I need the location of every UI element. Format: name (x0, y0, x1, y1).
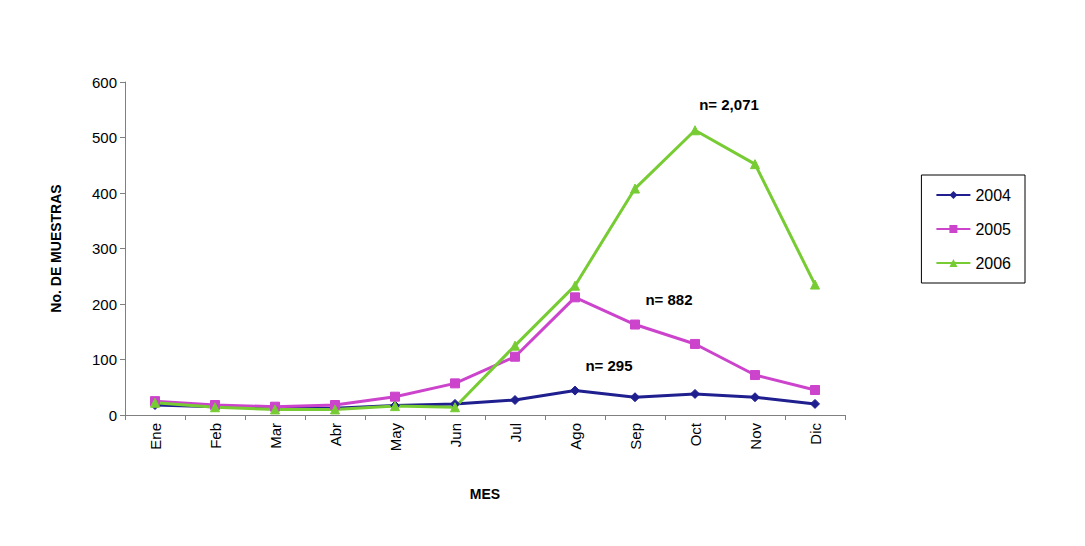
svg-text:200: 200 (92, 296, 117, 313)
svg-text:0: 0 (109, 407, 117, 424)
svg-text:Dic: Dic (807, 423, 824, 445)
svg-text:Feb: Feb (207, 423, 224, 449)
svg-text:600: 600 (92, 74, 117, 91)
svg-text:300: 300 (92, 240, 117, 257)
svg-text:2004: 2004 (975, 187, 1011, 204)
svg-text:n= 2,071: n= 2,071 (699, 96, 759, 113)
svg-text:Nov: Nov (747, 423, 764, 450)
svg-text:Oct: Oct (687, 422, 704, 446)
svg-text:No. DE MUESTRAS: No. DE MUESTRAS (48, 184, 64, 312)
svg-text:MES: MES (470, 486, 500, 502)
svg-text:Ago: Ago (567, 423, 584, 450)
svg-text:Ene: Ene (147, 423, 164, 450)
svg-text:2005: 2005 (975, 221, 1011, 238)
svg-text:n= 295: n= 295 (585, 357, 632, 374)
svg-text:n= 882: n= 882 (645, 291, 692, 308)
svg-text:Jun: Jun (447, 423, 464, 447)
svg-text:400: 400 (92, 185, 117, 202)
svg-text:Sep: Sep (627, 423, 644, 450)
svg-text:Mar: Mar (267, 423, 284, 449)
svg-text:Jul: Jul (507, 423, 524, 442)
svg-text:2006: 2006 (975, 255, 1011, 272)
svg-text:500: 500 (92, 129, 117, 146)
svg-text:Abr: Abr (327, 423, 344, 446)
svg-text:100: 100 (92, 351, 117, 368)
svg-text:May: May (387, 423, 404, 452)
